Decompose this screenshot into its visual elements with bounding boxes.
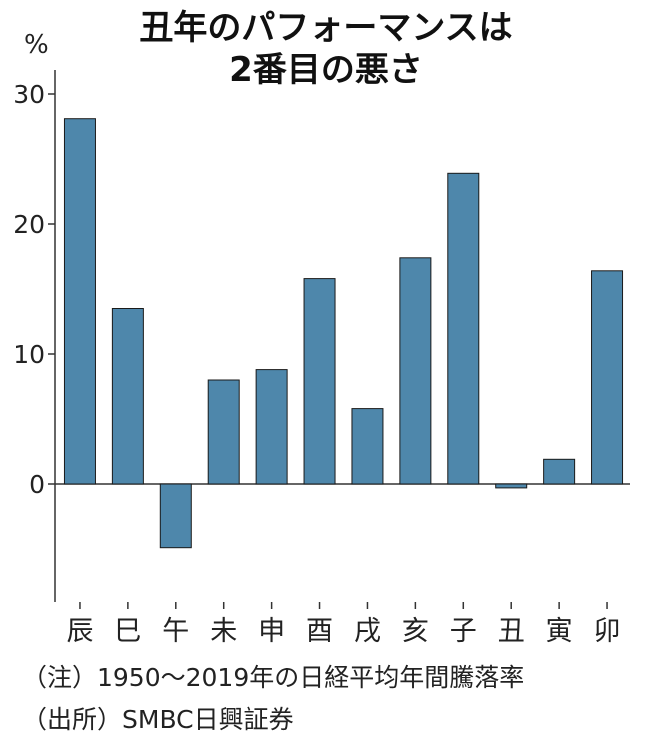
bar	[351, 408, 384, 485]
footnote-note: （注）1950～2019年の日経平均年間騰落率	[22, 663, 525, 692]
x-tick-label: 酉	[306, 616, 333, 647]
x-tick-label: 辰	[66, 616, 93, 647]
y-tick-label: 20	[13, 210, 45, 239]
bar	[399, 257, 432, 485]
bar-chart: 0 10 20 30 辰巳午未申酉戌亥子丑寅卯	[13, 70, 630, 647]
bar	[207, 379, 240, 485]
bar	[111, 308, 144, 485]
x-tick-label: 卯	[594, 616, 621, 647]
bar	[255, 369, 288, 485]
bar	[159, 483, 192, 549]
footnote-source: （出所）SMBC日興証券	[22, 705, 294, 734]
y-tick-label: 10	[13, 340, 45, 369]
x-tick-label: 巳	[114, 616, 141, 647]
x-tick-label: 戌	[354, 616, 381, 647]
y-tick-label: 0	[29, 470, 45, 499]
x-tick-label: 申	[258, 616, 285, 647]
bar	[591, 270, 624, 485]
x-tick-label: 子	[450, 616, 477, 647]
y-tick-label: 30	[13, 80, 45, 109]
chart-title-line-1: 丑年のパフォーマンスは	[139, 8, 513, 48]
bar	[495, 483, 528, 489]
x-tick-label: 亥	[402, 616, 429, 647]
x-tick-label: 丑	[498, 616, 525, 647]
bar	[447, 172, 480, 485]
x-tick-label: 寅	[546, 616, 573, 647]
bar	[303, 278, 336, 485]
bar	[543, 458, 576, 485]
bar	[63, 118, 96, 485]
y-axis-unit-label: %	[24, 30, 49, 60]
x-tick-label: 未	[210, 616, 237, 647]
chart-title-line-2: 2番目の悪さ	[229, 50, 423, 90]
x-tick-label: 午	[162, 616, 189, 647]
